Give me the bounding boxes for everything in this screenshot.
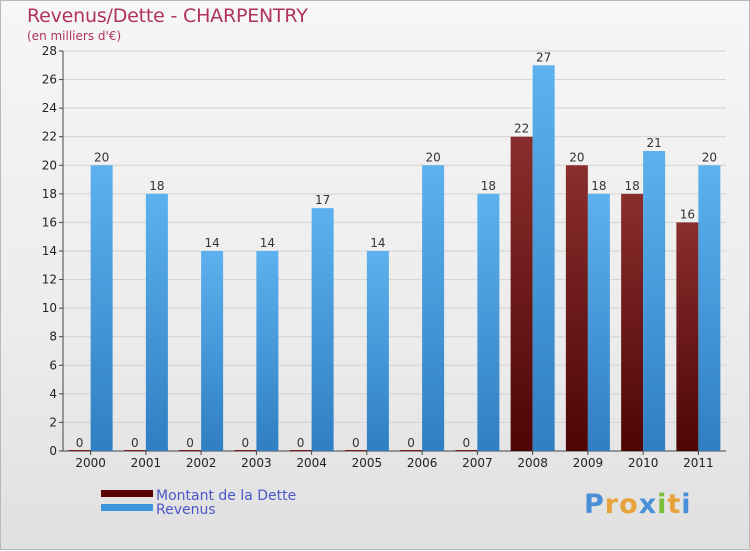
data-label: 16 xyxy=(680,207,695,221)
data-label: 0 xyxy=(407,436,415,450)
labels: 0 20 0 18 0 14 0 14 0 17 0 14 0 20 0 18 22 27 20 18 18 21 16 20 xyxy=(76,50,717,450)
proxiti-logo: Proxiti xyxy=(584,489,692,520)
x-tick-label: 2004 xyxy=(296,456,327,470)
data-label: 18 xyxy=(149,179,164,193)
data-label: 18 xyxy=(591,179,606,193)
x-tick-label: 2006 xyxy=(407,456,438,470)
x-tick-label: 2010 xyxy=(628,456,659,470)
bar-dette xyxy=(565,165,588,452)
x-tick-label: 2008 xyxy=(517,456,548,470)
bar-revenus xyxy=(311,208,334,451)
y-tick-label: 8 xyxy=(49,330,57,344)
x-tick-label: 2003 xyxy=(241,456,272,470)
x-tick-label: 2002 xyxy=(186,456,217,470)
y-tick-label: 26 xyxy=(42,73,57,87)
y-tick-label: 12 xyxy=(42,273,57,287)
legend-swatch-debt xyxy=(101,490,153,497)
legend-swatch-revenus xyxy=(101,504,153,511)
bar-revenus xyxy=(422,165,445,452)
logo-letter: x xyxy=(638,489,658,520)
bars xyxy=(68,65,721,452)
logo-letter: i xyxy=(657,489,668,520)
bar-revenus xyxy=(366,251,389,451)
bar-revenus xyxy=(90,165,113,452)
x-tick-label: 2005 xyxy=(352,456,383,470)
logo-letter: P xyxy=(584,489,605,520)
legend-label-revenus: Revenus xyxy=(156,502,216,518)
logo-letter: r xyxy=(604,489,620,520)
x-tick-label: 2001 xyxy=(131,456,162,470)
bar-revenus xyxy=(643,151,666,451)
data-label: 0 xyxy=(131,436,139,450)
bar-revenus xyxy=(477,193,500,451)
y-tick-label: 22 xyxy=(42,130,57,144)
data-label: 18 xyxy=(624,179,639,193)
bar-dette xyxy=(510,136,533,451)
y-tick-label: 6 xyxy=(49,358,57,372)
bar-revenus xyxy=(201,251,224,451)
chart-subtitle: (en milliers d'€) xyxy=(27,29,122,43)
bar-revenus xyxy=(145,193,168,451)
y-tick-label: 14 xyxy=(42,244,57,258)
x-tick-label: 2007 xyxy=(462,456,493,470)
bar-revenus xyxy=(532,65,555,452)
bar-dette xyxy=(676,222,699,451)
data-label: 0 xyxy=(242,436,250,450)
bar-revenus xyxy=(698,165,721,452)
logo-letter: t xyxy=(667,489,682,520)
data-label: 20 xyxy=(425,150,440,164)
y-tick-label: 16 xyxy=(42,215,57,229)
data-label: 21 xyxy=(646,136,661,150)
logo-letter: o xyxy=(619,489,639,520)
data-label: 14 xyxy=(260,236,275,250)
y-tick-label: 18 xyxy=(42,187,57,201)
chart-title: Revenus/Dette - CHARPENTRY xyxy=(27,5,308,27)
data-label: 0 xyxy=(76,436,84,450)
data-label: 14 xyxy=(370,236,385,250)
legend: Montant de la Dette Revenus xyxy=(101,488,296,518)
legend-label-debt: Montant de la Dette xyxy=(156,488,296,504)
y-tick-label: 0 xyxy=(49,444,57,458)
data-label: 14 xyxy=(204,236,219,250)
data-label: 0 xyxy=(186,436,194,450)
y-tick-label: 10 xyxy=(42,301,57,315)
bar-revenus xyxy=(256,251,279,451)
data-label: 0 xyxy=(352,436,360,450)
data-label: 20 xyxy=(569,150,584,164)
data-label: 20 xyxy=(94,150,109,164)
grid-lines xyxy=(63,50,726,423)
data-label: 17 xyxy=(315,193,330,207)
data-label: 27 xyxy=(536,50,551,64)
data-label: 0 xyxy=(297,436,305,450)
y-tick-label: 28 xyxy=(42,44,57,58)
y-tick-label: 20 xyxy=(42,158,57,172)
bar-revenus xyxy=(587,193,610,451)
data-label: 22 xyxy=(514,122,529,136)
bar-dette xyxy=(621,193,644,451)
data-label: 18 xyxy=(481,179,496,193)
data-label: 20 xyxy=(702,150,717,164)
y-tick-label: 2 xyxy=(49,415,57,429)
logo-letter: i xyxy=(681,489,692,520)
data-label: 0 xyxy=(463,436,471,450)
x-tick-label: 2000 xyxy=(75,456,106,470)
x-tick-label: 2009 xyxy=(573,456,604,470)
y-tick-label: 24 xyxy=(42,101,57,115)
x-tick-label: 2011 xyxy=(683,456,714,470)
y-tick-label: 4 xyxy=(49,387,57,401)
